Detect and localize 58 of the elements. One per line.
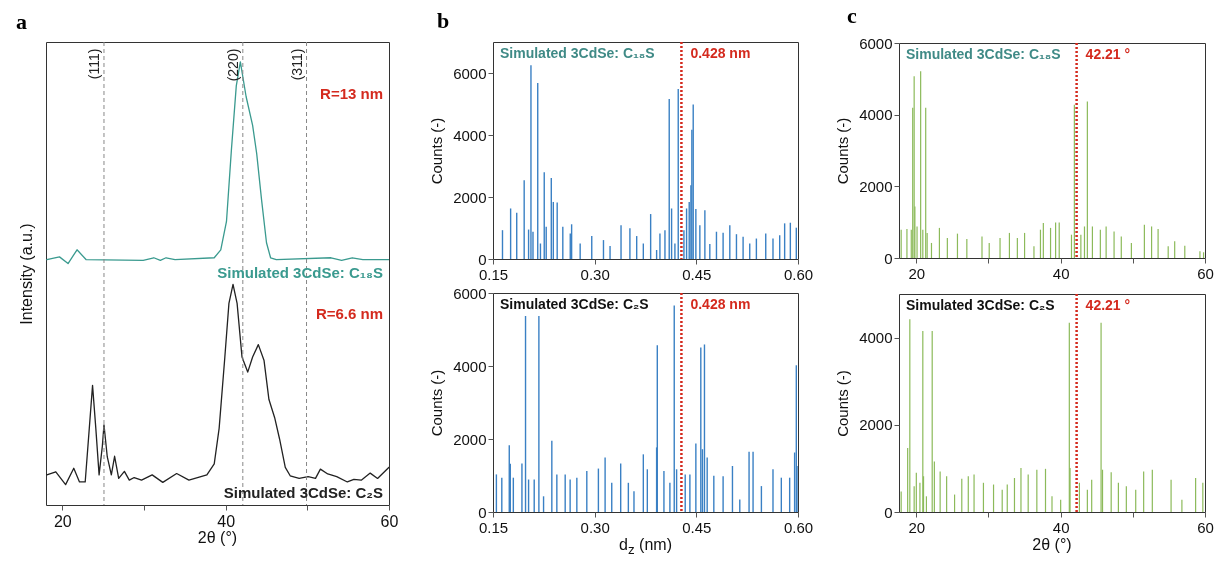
annotation: (220): [224, 48, 241, 82]
x-tick-label: 0.30: [580, 518, 610, 536]
y-tick-label: 6000: [453, 284, 487, 302]
y-tick-label: 4000: [453, 357, 487, 375]
y-tick-label: 6000: [859, 34, 893, 52]
y-tick-label: 0: [478, 503, 487, 521]
y-tick-label: 4000: [453, 126, 487, 144]
x-tick-label: 0.45: [682, 518, 712, 536]
x-tick-label: 0.15: [478, 265, 509, 283]
y-tick-label: 2000: [859, 416, 893, 434]
x-tick-label: 40: [1052, 264, 1070, 282]
y-tick-label: 4000: [859, 106, 893, 124]
chart-title: c: [847, 3, 857, 28]
series-label: Simulated 3CdSe: C₁₈S: [217, 264, 383, 281]
y-axis-title: Counts (-): [834, 117, 852, 185]
ref-line-label: 42.21 °: [1085, 297, 1131, 313]
y-tick-label: 0: [884, 249, 893, 267]
x-tick-label: 20: [53, 512, 72, 530]
y-tick-label: 4000: [859, 329, 893, 347]
annotation: Simulated 3CdSe: C₁₈S: [906, 46, 1061, 62]
chart-title: b: [437, 7, 450, 33]
x-tick-label: 0.45: [682, 265, 712, 283]
x-tick-label: 60: [380, 512, 399, 530]
x-tick-label: 20: [908, 518, 926, 536]
x-axis-title: d$_{z}$ (nm): [618, 536, 673, 558]
y-axis-title: Counts (-): [428, 117, 446, 185]
y-tick-label: 0: [884, 503, 893, 521]
x-tick-label: 40: [217, 512, 236, 530]
y-tick-label: 6000: [453, 64, 487, 82]
series-label: Simulated 3CdSe: C₂S: [223, 484, 383, 501]
x-tick-label: 0.60: [783, 265, 814, 283]
chart-title: a: [16, 8, 27, 34]
annotation: (111): [85, 48, 102, 80]
y-tick-label: 0: [478, 250, 487, 268]
annotation: R=6.6 nm: [315, 305, 383, 322]
annotation: R=13 nm: [320, 85, 383, 102]
annotation: Simulated 3CdSe: C₂S: [500, 296, 649, 312]
x-tick-label: 0.60: [783, 518, 814, 536]
y-tick-label: 2000: [453, 430, 487, 448]
x-axis-title: 2θ (°): [196, 529, 239, 547]
x-tick-label: 20: [908, 264, 926, 282]
x-tick-label: 0.15: [478, 518, 509, 536]
x-axis-title: 2θ (°): [1031, 536, 1073, 554]
x-tick-label: 60: [1197, 518, 1214, 536]
y-tick-label: 2000: [453, 188, 487, 206]
y-tick-label: 2000: [859, 177, 893, 195]
y-axis-title: Counts (-): [834, 370, 852, 437]
annotation: Simulated 3CdSe: C₁₈S: [500, 45, 655, 61]
annotation: (311): [288, 48, 305, 81]
ref-line-label: 0.428 nm: [690, 45, 751, 61]
ref-line-label: 0.428 nm: [690, 296, 751, 312]
y-axis-title: Intensity (a.u.): [17, 223, 35, 325]
x-tick-label: 60: [1197, 264, 1214, 282]
x-tick-label: 40: [1052, 518, 1070, 536]
x-tick-label: 0.30: [580, 265, 610, 283]
y-axis-title: Counts (-): [428, 369, 446, 437]
ref-line-label: 42.21 °: [1085, 46, 1131, 62]
annotation: Simulated 3CdSe: C₂S: [906, 297, 1055, 313]
